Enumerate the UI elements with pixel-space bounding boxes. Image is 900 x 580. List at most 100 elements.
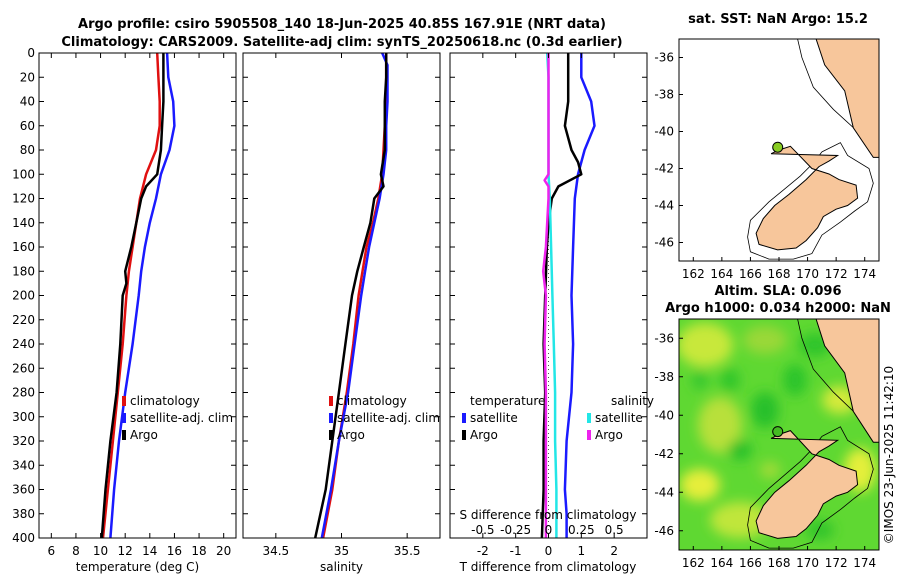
depth-tick-label: 80 (20, 143, 35, 157)
south-island-land (755, 430, 859, 539)
lon-tick-label: 172 (825, 556, 848, 570)
isobath-contour (747, 142, 874, 260)
temperature-xlabel: temperature (deg C) (76, 560, 199, 574)
difference-salinity-argo-line (541, 53, 550, 538)
depth-tick-label: 260 (12, 361, 35, 375)
x-tick-label: 35.5 (394, 544, 421, 558)
x-tick-label: 14 (142, 544, 157, 558)
s-tick-label: -0.25 (500, 523, 531, 537)
imos-copyright: ©IMOS 23-Jun-2025 11:42:10 (882, 366, 896, 544)
lon-tick-label: 166 (739, 556, 762, 570)
lon-tick-label: 172 (825, 267, 848, 281)
depth-tick-label: 360 (12, 483, 35, 497)
depth-tick-label: 0 (27, 46, 35, 60)
difference-temperature-satellite-line (563, 53, 596, 538)
depth-tick-label: 120 (12, 192, 35, 206)
legend-label: satellite-adj. clim (130, 411, 233, 425)
salinity-axes-frame (242, 52, 441, 539)
depth-tick-label: 60 (20, 119, 35, 133)
x-tick-label: 35 (334, 544, 349, 558)
lat-tick-label: -42 (654, 162, 674, 176)
lon-tick-label: 166 (739, 267, 762, 281)
isobath-contour (747, 426, 874, 549)
figure-title-line1: Argo profile: csiro 5905508_140 18-Jun-2… (78, 17, 606, 32)
lat-tick-label: -38 (654, 370, 674, 384)
sla-map: Altim. SLA: 0.096 Argo h1000: 0.034 h200… (654, 284, 890, 570)
temperature-panel: 0 20 40 60 80 100 120 140 160 180 200 220 240 260 280 3… (12, 46, 237, 574)
x-tick-label: 16 (167, 544, 182, 558)
x-tick-label: 6 (47, 544, 55, 558)
x-tick-label: 10 (93, 544, 108, 558)
lat-tick-label: -40 (654, 408, 674, 422)
x-tick-label: 8 (72, 544, 80, 558)
depth-tick-label: 20 (20, 70, 35, 84)
depth-tick-label: 300 (12, 410, 35, 424)
south-island-land (755, 145, 859, 251)
lat-tick-label: -44 (654, 199, 674, 213)
legend-label: Argo (470, 428, 498, 442)
salinity-argo-line (313, 53, 388, 539)
lon-tick-label: 164 (710, 556, 733, 570)
s-tick-label: 0 (545, 523, 553, 537)
lat-tick-label: -46 (654, 236, 674, 250)
depth-tick-label: 380 (12, 507, 35, 521)
argo-float-marker (772, 141, 784, 153)
t-difference-xlabel: T difference from climatology (459, 560, 637, 574)
depth-tick-label: 160 (12, 240, 35, 254)
legend-salinity-title: salinity (611, 394, 654, 408)
temperature-satellite-adj-clim-line (109, 52, 176, 539)
temperature-climatology-line (101, 52, 161, 539)
lon-tick-label: 174 (853, 267, 876, 281)
legend-label: Argo (337, 428, 365, 442)
figure-title-line2: Climatology: CARS2009. Satellite-adj cli… (61, 35, 622, 50)
depth-tick-label: 320 (12, 434, 35, 448)
lon-tick-label: 162 (682, 556, 705, 570)
depth-tick-label: 180 (12, 264, 35, 278)
temperature-argo-line (100, 53, 165, 539)
lon-tick-label: 164 (710, 267, 733, 281)
lat-tick-label: -46 (654, 524, 674, 538)
s-tick-label: -0.5 (471, 523, 494, 537)
x-tick-label: -2 (477, 544, 489, 558)
x-tick-label: 34.5 (262, 544, 289, 558)
depth-tick-label: 140 (12, 216, 35, 230)
x-tick-label: 20 (216, 544, 231, 558)
legend-label: Argo (130, 428, 158, 442)
lon-tick-label: 170 (796, 556, 819, 570)
salinity-climatology-line (321, 53, 388, 539)
salinity-satellite-adj-clim-line (320, 52, 389, 539)
sst-map: sat. SST: NaN Argo: 15.2 162 164 166 168 170… (654, 12, 880, 281)
depth-tick-label: 280 (12, 386, 35, 400)
argo-float-marker (772, 426, 784, 438)
lon-tick-label: 162 (682, 267, 705, 281)
depth-tick-label: 200 (12, 289, 35, 303)
x-tick-label: 1 (578, 544, 586, 558)
x-tick-label: 2 (610, 544, 618, 558)
salinity-xlabel: salinity (320, 560, 363, 574)
salinity-panel: 34.5 35 35.5 salinity climatology satellite… (242, 52, 441, 574)
sla-map-title-line2: Argo h1000: 0.034 h2000: NaN (665, 301, 891, 316)
lat-tick-label: -36 (654, 331, 674, 345)
sla-map-title-line1: Altim. SLA: 0.096 (715, 284, 842, 299)
difference-panel: -2 -1 0 1 2 -0.5 -0.25 0 0.25 0.5 S difference fr… (449, 52, 654, 574)
legend-label: Argo (595, 428, 623, 442)
lat-tick-label: -40 (654, 125, 674, 139)
lon-tick-label: 174 (853, 556, 876, 570)
legend-label: climatology (130, 394, 200, 408)
legend-label: satellite (470, 411, 518, 425)
lon-tick-label: 170 (796, 267, 819, 281)
x-tick-label: -1 (510, 544, 522, 558)
depth-tick-label: 340 (12, 458, 35, 472)
north-island-land (815, 39, 879, 158)
sst-map-title: sat. SST: NaN Argo: 15.2 (688, 12, 868, 27)
depth-tick-label: 240 (12, 337, 35, 351)
lat-tick-label: -42 (654, 447, 674, 461)
lon-tick-label: 168 (768, 267, 791, 281)
depth-tick-label: 400 (12, 531, 35, 545)
depth-tick-label: 40 (20, 95, 35, 109)
x-tick-label: 12 (118, 544, 133, 558)
lat-tick-label: -44 (654, 485, 674, 499)
depth-tick-label: 100 (12, 167, 35, 181)
